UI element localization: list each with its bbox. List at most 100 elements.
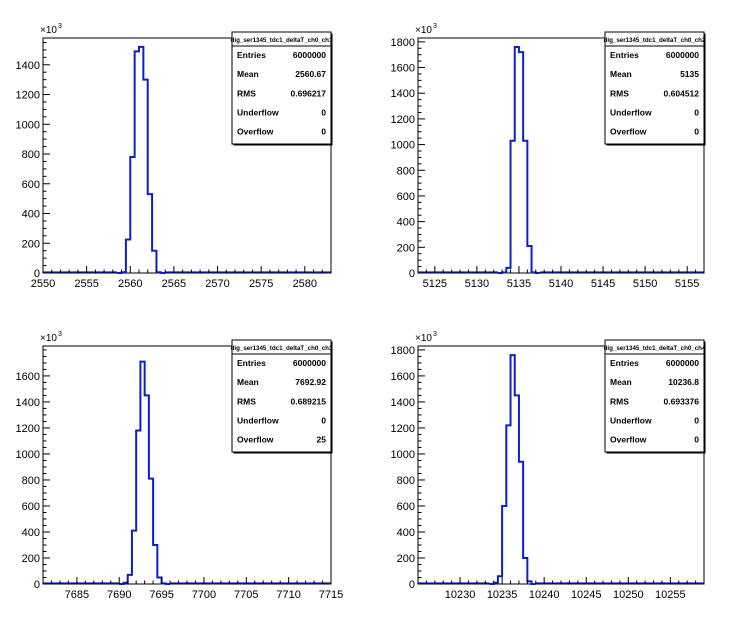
histogram-bin bbox=[502, 272, 506, 273]
stats-value: 6000000 bbox=[293, 358, 326, 368]
stats-value: 0 bbox=[694, 435, 699, 445]
y-tick-label: 200 bbox=[397, 553, 415, 565]
x-tick-label: 2550 bbox=[31, 278, 55, 290]
histogram-bin bbox=[128, 575, 132, 584]
stats-value: 0.604512 bbox=[664, 88, 700, 98]
x-tick-label: 5140 bbox=[549, 278, 573, 290]
histogram-bin bbox=[519, 52, 523, 273]
stats-label: RMS bbox=[610, 396, 629, 406]
histogram-bin bbox=[157, 577, 161, 584]
y-tick-label: 200 bbox=[22, 553, 40, 565]
x-tick-label: 10240 bbox=[529, 589, 560, 601]
stats-value: 0 bbox=[321, 127, 326, 137]
y-tick-label: 400 bbox=[22, 209, 40, 221]
plot-frame bbox=[42, 37, 332, 274]
y-tick-label: 600 bbox=[22, 179, 40, 191]
x-tick-label: 10255 bbox=[655, 589, 686, 601]
y-tick-label: 1800 bbox=[391, 37, 415, 49]
histogram-bin bbox=[136, 431, 140, 584]
y-tick-label: 1400 bbox=[16, 60, 40, 72]
histogram-bin bbox=[523, 141, 527, 273]
y-tick-label: 800 bbox=[397, 475, 415, 487]
x-tick-label: 5155 bbox=[675, 278, 699, 290]
histogram-pad-4: 10230 10235 10240 10245 10250 10255 0 200 400 600… bbox=[391, 331, 706, 601]
stats-label: Mean bbox=[237, 377, 259, 387]
histogram-pad-1: 2550 2555 2560 2565 2570 2575 2580 0 200 400 600 80… bbox=[16, 23, 333, 290]
y-tick-label: 200 bbox=[22, 238, 40, 250]
x-tick-label: 10250 bbox=[613, 589, 644, 601]
y-multiplier-label: ×10 bbox=[40, 333, 57, 344]
y-tick-label: 400 bbox=[397, 527, 415, 539]
y-tick-label: 1200 bbox=[391, 114, 415, 126]
y-tick-label: 1000 bbox=[16, 119, 40, 131]
histogram-bin bbox=[506, 268, 510, 273]
x-tick-label: 7700 bbox=[192, 589, 216, 601]
histogram-bin bbox=[523, 558, 527, 584]
y-tick-label: 400 bbox=[397, 217, 415, 229]
y-tick-label: 1400 bbox=[391, 88, 415, 100]
histogram-bin bbox=[532, 272, 536, 273]
histogram-bin bbox=[123, 583, 127, 584]
histogram-bin bbox=[511, 355, 515, 584]
histogram-line bbox=[117, 45, 166, 274]
histogram-title: dig_ser1345_tdc1_deltaT_ch0_ch3 bbox=[231, 345, 333, 352]
stats-label: Overflow bbox=[237, 127, 274, 137]
y-tick-label: 1600 bbox=[391, 371, 415, 383]
y-tick-label: 1000 bbox=[16, 449, 40, 461]
histogram-bin bbox=[519, 462, 523, 584]
y-multiplier-exponent: 3 bbox=[433, 331, 437, 338]
x-tick-label: 5130 bbox=[465, 278, 489, 290]
histogram-pad-2: 5125 5130 5135 5140 5145 5150 5155 0 200 400 600 80… bbox=[391, 23, 706, 290]
y-tick-label: 1600 bbox=[391, 63, 415, 75]
stats-box bbox=[604, 339, 705, 453]
histogram-bin bbox=[494, 583, 498, 584]
histogram-bin bbox=[153, 545, 157, 584]
stats-box bbox=[604, 31, 705, 145]
stats-label: Mean bbox=[237, 69, 259, 79]
x-tick-label: 10245 bbox=[571, 589, 602, 601]
y-multiplier-exponent: 3 bbox=[58, 331, 62, 338]
histogram-bin bbox=[152, 251, 156, 273]
x-tick-label: 7685 bbox=[65, 589, 89, 601]
stats-label: Underflow bbox=[610, 416, 652, 426]
histogram-bin bbox=[132, 531, 136, 584]
x-tick-label: 7710 bbox=[276, 589, 300, 601]
y-tick-label: 600 bbox=[397, 191, 415, 203]
stats-label: Entries bbox=[610, 358, 639, 368]
x-tick-label: 2575 bbox=[249, 278, 273, 290]
y-multiplier-exponent: 3 bbox=[433, 23, 437, 30]
stats-label: RMS bbox=[237, 88, 256, 98]
stats-value: 0 bbox=[694, 108, 699, 118]
x-tick-label: 7705 bbox=[234, 589, 258, 601]
histogram-bin bbox=[502, 506, 506, 584]
histogram-bin bbox=[126, 240, 130, 273]
y-tick-label: 1800 bbox=[391, 345, 415, 357]
x-tick-label: 2580 bbox=[293, 278, 317, 290]
y-tick-label: 600 bbox=[22, 501, 40, 513]
stats-value: 0 bbox=[694, 416, 699, 426]
stats-box bbox=[231, 339, 332, 453]
stats-label: Underflow bbox=[237, 416, 279, 426]
y-tick-label: 400 bbox=[22, 527, 40, 539]
y-multiplier-label: ×10 bbox=[415, 25, 432, 36]
stats-value: 0 bbox=[321, 416, 326, 426]
stats-value: 0.689215 bbox=[291, 396, 327, 406]
y-multiplier-label: ×10 bbox=[415, 333, 432, 344]
x-tick-label: 2565 bbox=[162, 278, 186, 290]
stats-value: 6000000 bbox=[666, 50, 699, 60]
y-multiplier-label: ×10 bbox=[40, 25, 57, 36]
y-tick-label: 1400 bbox=[16, 397, 40, 409]
stats-label: Overflow bbox=[610, 435, 647, 445]
stats-value: 0.696217 bbox=[291, 88, 327, 98]
x-tick-label: 10230 bbox=[445, 589, 476, 601]
histogram-bin bbox=[122, 272, 126, 273]
y-tick-label: 1000 bbox=[391, 140, 415, 152]
stats-label: Overflow bbox=[237, 435, 274, 445]
y-tick-label: 1000 bbox=[391, 449, 415, 461]
histogram-bin bbox=[145, 395, 149, 584]
stats-label: Mean bbox=[610, 377, 632, 387]
y-tick-label: 600 bbox=[397, 501, 415, 513]
histogram-bin bbox=[139, 47, 143, 273]
histogram-title: dig_ser1345_tdc1_deltaT_ch0_ch4 bbox=[604, 345, 706, 352]
stats-value: 6000000 bbox=[293, 50, 326, 60]
